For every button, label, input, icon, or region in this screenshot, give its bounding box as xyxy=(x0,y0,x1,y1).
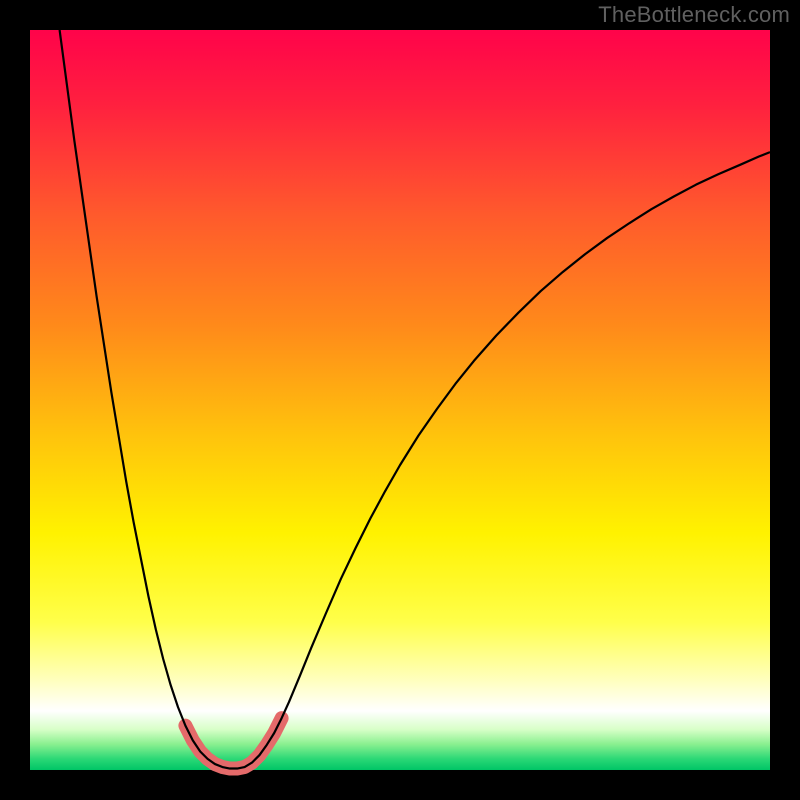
watermark-text: TheBottleneck.com xyxy=(598,2,790,28)
gradient-plot-area xyxy=(30,30,770,770)
chart-svg xyxy=(0,0,800,800)
figure-container: TheBottleneck.com xyxy=(0,0,800,800)
